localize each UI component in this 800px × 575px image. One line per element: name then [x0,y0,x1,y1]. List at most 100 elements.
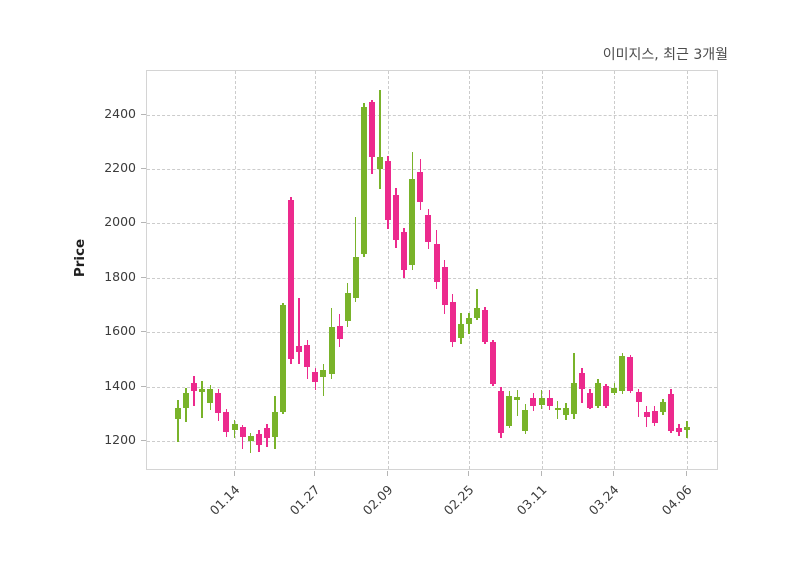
candle-wick [637,389,640,417]
candle-body [320,370,327,378]
candle-body [328,326,335,374]
candle-body [336,326,343,339]
candle-body [223,411,230,433]
candle-body [522,409,529,431]
candle-body [401,232,408,271]
candle-body [667,393,674,431]
candle-body [183,393,190,409]
candle-body [546,397,553,406]
candle-body [425,215,432,243]
candle-body [675,427,682,433]
candle-body [482,309,489,342]
x-tick-label: 02.25 [440,482,477,518]
candle-body [304,345,311,368]
candle-body [191,382,198,391]
x-tick-label: 01.14 [206,482,243,518]
candle-body [570,382,577,415]
y-tick-label: 2200 [104,159,136,175]
candle-body [651,410,658,423]
y-tick-mark [141,222,146,224]
candle-wick [177,400,179,443]
y-tick-label: 2400 [104,105,136,121]
candle-body [207,389,214,403]
candle-body [627,356,634,391]
candle-body [255,433,262,445]
y-gridline [147,441,717,443]
candle-body [239,427,246,437]
candle-wick [322,364,325,396]
candle-body [635,391,642,402]
candle-body [659,402,666,413]
x-tick-mark [540,471,542,476]
y-tick-mark [141,113,146,115]
candle-body [344,292,351,322]
candle-body [457,323,464,339]
candle-wick [379,90,381,190]
y-gridline [147,332,717,334]
candle-body [231,424,238,431]
candle-body [684,426,690,431]
candle-wick [201,381,203,418]
candle-body [595,382,602,406]
candle-body [643,411,650,418]
candle-body [530,397,537,406]
candle-wick [241,425,244,449]
plot-area [146,70,718,470]
candle-wick [476,288,478,321]
y-tick-label: 2000 [104,214,136,230]
candle-body [199,388,206,393]
y-tick-mark [141,167,146,169]
candle-body [449,302,456,343]
candle-body [263,428,270,439]
x-tick-label: 01.27 [287,482,323,518]
candle-body [498,391,505,433]
x-tick-label: 03.11 [513,482,550,518]
candle-body [441,266,448,306]
candle-body [352,257,359,299]
candle-body [490,342,497,384]
x-gridline [468,71,470,469]
y-tick-mark [141,440,146,442]
candle-body [215,392,222,414]
candle-wick [516,390,519,417]
x-tick-mark [686,471,687,476]
candle-body [376,156,383,169]
candle-body [368,102,375,157]
candle-body [433,243,440,283]
candle-body [360,106,367,254]
y-gridline [147,277,717,279]
candle-body [417,172,424,203]
x-tick-label: 03.24 [585,482,622,518]
y-tick-mark [141,385,146,387]
y-tick-label: 1400 [104,377,136,393]
x-gridline [234,71,236,469]
x-gridline [315,71,317,469]
candle-body [611,387,618,393]
candle-body [619,356,626,391]
candle-body [538,397,545,406]
candle-body [409,178,416,266]
candle-body [296,345,303,352]
candle-body [465,318,472,324]
y-gridline [147,168,717,170]
x-tick-mark [467,471,469,476]
x-tick-mark [613,471,615,476]
y-tick-label: 1800 [104,268,136,284]
candle-body [506,396,513,426]
candle-body [554,407,561,411]
y-gridline [147,223,717,225]
candle-wick [249,433,252,454]
y-tick-label: 1200 [104,432,136,448]
candle-body [280,305,287,413]
x-gridline [541,71,543,469]
y-gridline [147,114,717,116]
x-tick-mark [314,471,316,476]
x-tick-label: 04.06 [658,482,695,518]
y-axis-title: Price [72,238,88,278]
x-gridline [687,71,688,469]
candle-body [271,412,278,437]
candle-body [587,392,594,408]
candle-wick [468,312,470,335]
candle-wick [298,298,300,365]
